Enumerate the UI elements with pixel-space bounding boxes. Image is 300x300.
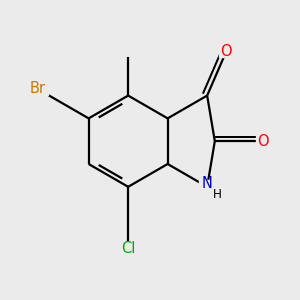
Bar [219, 46, 233, 57]
Text: O: O [220, 44, 232, 59]
Bar [256, 136, 270, 147]
Bar [199, 180, 216, 194]
Bar [26, 82, 48, 95]
Text: N: N [202, 176, 213, 191]
Text: H: H [213, 188, 222, 201]
Bar [120, 242, 136, 254]
Text: O: O [257, 134, 268, 149]
Text: Br: Br [29, 81, 45, 96]
Text: Cl: Cl [121, 241, 135, 256]
